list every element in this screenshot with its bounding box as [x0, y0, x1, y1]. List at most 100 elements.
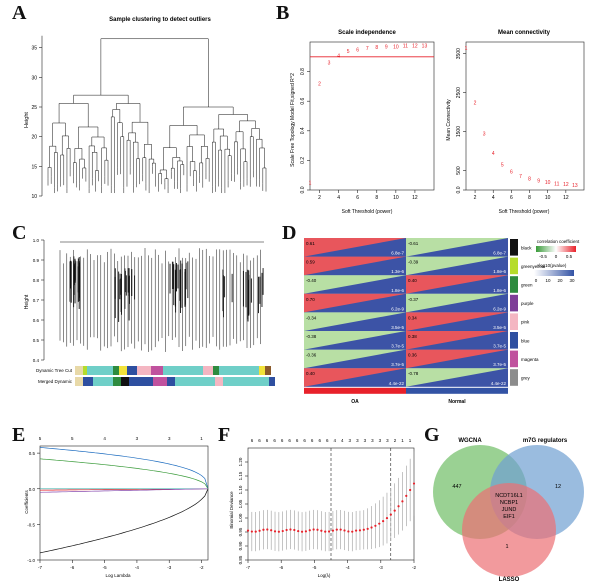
panel-a-branch — [200, 146, 208, 163]
panel-f-mean-point — [389, 513, 392, 516]
panel-f-top-tick: 6 — [303, 438, 306, 443]
panel-b2-point-label: 11 — [554, 181, 559, 187]
panel-b1-ytick-label: 0.4 — [300, 127, 306, 134]
panel-c-dynamic-color-block — [83, 366, 87, 375]
panel-a-branch — [133, 141, 139, 186]
panel-f-xtick-label: -7 — [246, 565, 250, 570]
panel-b1-xtick-label: 12 — [412, 195, 418, 201]
panel-e-lasso-coefficients: Coefficients Log Lambda -7 -6 -5 -4 -3 -2 -1.0… — [24, 436, 209, 578]
heatmap-p-value: 3.7e-5 — [493, 362, 506, 367]
panel-a-branch — [193, 170, 197, 185]
panel-b1-ylabel: Scale Free Topology Model Fit,signed R^2 — [290, 73, 296, 167]
panel-a-branch — [95, 170, 99, 185]
panel-a-ylabel: Height — [24, 112, 30, 128]
panel-b2-xtick-label: 10 — [545, 195, 551, 201]
panel-b2-point-label: 3 — [483, 132, 486, 138]
panel-f-mean-point — [339, 528, 342, 531]
panel-a-branch — [117, 122, 123, 168]
panel-a-branch — [172, 157, 181, 169]
heatmap-module-label: grey — [521, 376, 531, 381]
panel-f-mean-point — [401, 500, 404, 503]
venn-intersection-gene-3: JUND — [502, 507, 517, 513]
panel-b2-ytick-label: 3500 — [456, 48, 462, 59]
panel-f-mean-point — [331, 529, 335, 532]
heatmap-column-bar — [304, 387, 406, 394]
panel-f-mean-point — [370, 526, 373, 529]
panel-a-branch — [120, 136, 125, 188]
panel-f-ytick-label: 0.85 — [238, 555, 243, 564]
heatmap-module-swatch — [510, 369, 518, 386]
panel-a-y-axis: 10 15 20 25 30 35 — [31, 35, 43, 200]
panel-f-mean-point — [351, 530, 354, 533]
panel-a-branch — [234, 141, 238, 175]
panel-b2-point-label: 2 — [474, 100, 477, 106]
heatmap-module-swatch — [510, 350, 518, 368]
panel-e-top-tick: 3 — [168, 436, 171, 441]
panel-b1-xtick-label: 2 — [318, 195, 321, 201]
panel-f-mean-point — [358, 529, 362, 532]
heatmap-module-swatch — [510, 257, 518, 275]
panel-b2-point-label: 6 — [510, 169, 513, 175]
panel-a-branch — [78, 126, 99, 149]
panel-e-top-tick: 5 — [39, 436, 42, 441]
panel-c-merged-color-block — [153, 377, 167, 386]
panel-a-branch — [199, 162, 204, 181]
heatmap-p-value: 3.7e-5 — [493, 344, 506, 349]
panel-f-mean-point — [270, 529, 273, 532]
panel-f-mean-point — [393, 509, 396, 512]
panel-a-root — [100, 38, 209, 107]
heatmap-p-value: 3.5e-5 — [493, 325, 506, 330]
panel-f-mean-point — [397, 505, 400, 508]
panel-f-xtick-label: -6 — [279, 565, 283, 570]
panel-f-mean-point — [308, 529, 311, 532]
panel-c-dynamic-color-block — [119, 366, 127, 375]
heatmap-column-bar — [406, 387, 508, 394]
panel-b2-point-label: 7 — [519, 174, 522, 180]
panel-c-dynamic-color-block — [151, 366, 163, 375]
panel-c-row-label-dynamic: Dynamic Tree Cut — [36, 368, 73, 373]
panel-a-branch — [235, 131, 244, 149]
panel-b1-xtick-label: 6 — [356, 195, 359, 201]
panel-f-top-tick: 6 — [281, 438, 284, 443]
panel-e-ytick-label: -0.5 — [27, 522, 35, 527]
panel-e-xtick-label: -4 — [135, 565, 139, 570]
panel-c-ytick-label: 0.6 — [33, 318, 40, 323]
panel-b1-ytick-label: 0.2 — [300, 157, 306, 164]
panel-a-branch — [142, 157, 147, 184]
panel-a-branch — [170, 167, 175, 182]
panel-b2-point-label: 1 — [465, 46, 468, 52]
panel-a-branch — [218, 149, 223, 188]
heatmap-module-swatch — [510, 332, 518, 349]
panel-c-ytick-label: 0.4 — [33, 358, 40, 363]
panel-b2-title: Mean connectivity — [498, 30, 551, 36]
panel-c-dynamic-color-block — [75, 366, 83, 375]
panel-c-dynamic-color-block — [87, 366, 113, 375]
panel-label-g: G — [424, 424, 440, 446]
heatmap-p-value: 3.7e-5 — [391, 362, 404, 367]
heatmap-module-swatch — [510, 313, 518, 330]
panel-b2-xtick-label: 8 — [528, 195, 531, 201]
panel-e-coef-path-black — [39, 488, 209, 554]
panel-a-branch — [213, 128, 224, 143]
panel-a-branch — [66, 148, 71, 189]
panel-label-d: D — [282, 222, 297, 244]
panel-f-mean-point — [273, 530, 277, 533]
panel-a-branch — [186, 146, 193, 185]
panel-f-mean-point — [262, 528, 265, 531]
heatmap-p-value: 1.3e-6 — [391, 269, 404, 274]
panel-label-f: F — [218, 424, 231, 446]
panel-f-top-tick: 6 — [273, 438, 276, 443]
heatmap-r-value: 0.70 — [306, 297, 315, 302]
panel-f-top-tick: 6 — [326, 438, 329, 443]
panel-b2-mean-connectivity: Mean connectivity Mean Connectivity Soft… — [446, 30, 585, 215]
panel-b2-xtick-label: 12 — [563, 195, 569, 201]
panel-e-coef-path-blue — [39, 447, 209, 489]
panel-c-dynamic-color-block — [213, 366, 219, 375]
panel-f-mean-point — [277, 530, 280, 533]
panel-f-ytick-label: 0.90 — [238, 541, 243, 550]
panel-b2-ylabel: Mean Connectivity — [446, 99, 452, 141]
panel-c-dynamic-color-block — [113, 366, 119, 375]
panel-b1-point-label: 10 — [393, 44, 399, 50]
panel-a-branch — [251, 128, 260, 140]
panel-b1-point-label: 11 — [403, 44, 408, 50]
